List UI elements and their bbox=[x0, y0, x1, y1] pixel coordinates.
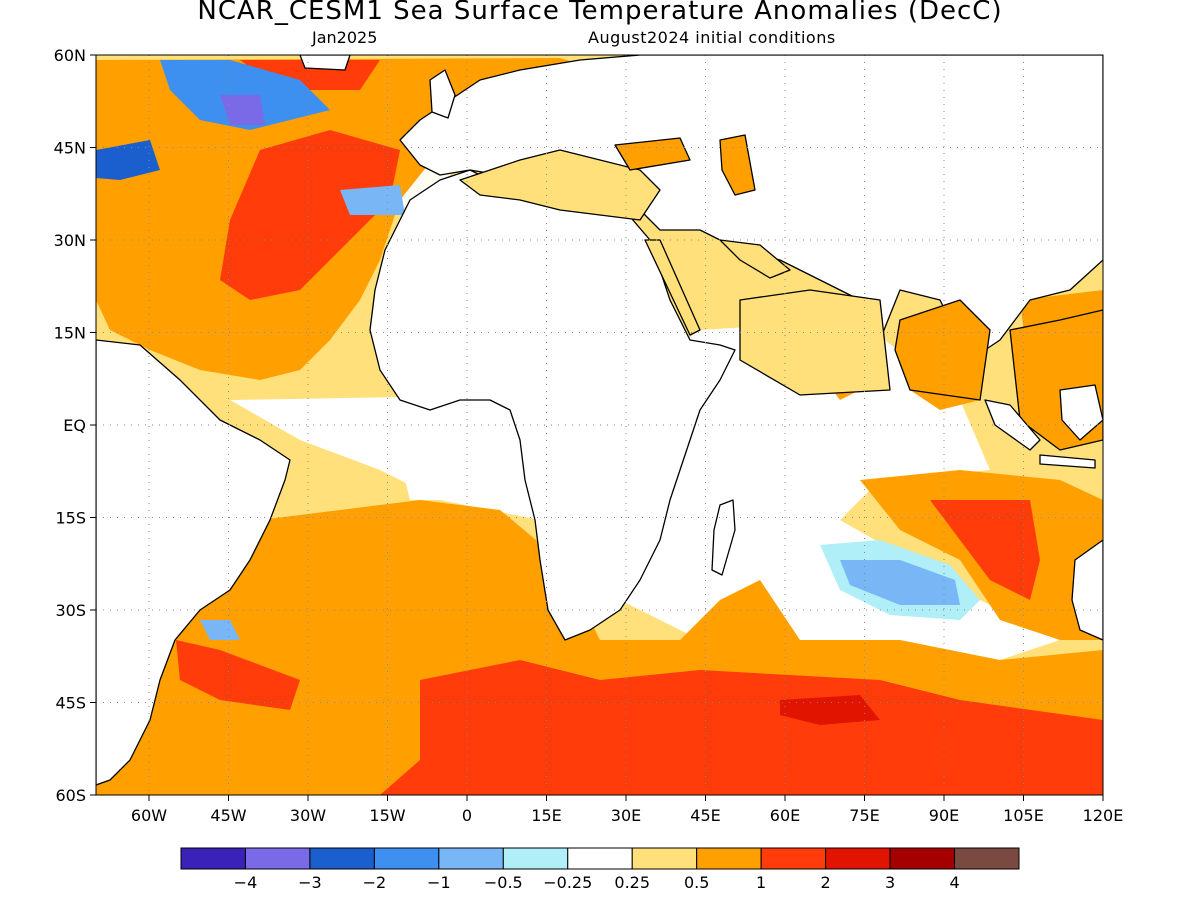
lon-tick-label: 0 bbox=[462, 806, 472, 825]
colorbar-swatch bbox=[954, 847, 1020, 870]
map-plot-area bbox=[96, 55, 1103, 795]
colorbar-label: −2 bbox=[363, 873, 387, 892]
latitude-axis: 60N 45N 30N 15N EQ 15S 30S 45S 60S bbox=[54, 46, 96, 805]
lat-tick-label: 60S bbox=[55, 786, 86, 805]
lat-tick-label: 45S bbox=[55, 694, 86, 713]
red-sea bbox=[644, 239, 701, 336]
lat-tick-label: EQ bbox=[63, 416, 86, 435]
lat-tick-label: 30N bbox=[54, 231, 86, 250]
lon-tick-label: 60E bbox=[770, 806, 800, 825]
colorbar-label: −3 bbox=[298, 873, 322, 892]
lon-tick-label: 30E bbox=[611, 806, 641, 825]
colorbar-swatch bbox=[631, 847, 698, 870]
lon-tick-label: 45E bbox=[690, 806, 720, 825]
lon-tick-label: 15E bbox=[531, 806, 561, 825]
colorbar-label: 2 bbox=[821, 873, 831, 892]
uk-landmass bbox=[429, 69, 456, 119]
colorbar-swatch bbox=[180, 847, 246, 870]
caspian-sea bbox=[719, 134, 756, 196]
colorbar-swatch bbox=[567, 847, 633, 870]
colorbar-swatch bbox=[438, 847, 504, 870]
madagascar-landmass bbox=[711, 499, 736, 576]
colorbar-label: 3 bbox=[885, 873, 895, 892]
colorbar-label: −0.25 bbox=[543, 873, 592, 892]
colorbar-label: 0.5 bbox=[684, 873, 709, 892]
colorbar-swatch bbox=[696, 847, 762, 870]
lat-tick-label: 60N bbox=[54, 46, 86, 65]
colorbar-swatch bbox=[502, 847, 569, 870]
lat-tick-label: 30S bbox=[55, 601, 86, 620]
coastlines bbox=[96, 55, 1103, 786]
initial-conditions-label: August2024 initial conditions bbox=[588, 28, 836, 47]
south-america-landmass bbox=[96, 339, 291, 786]
lon-tick-label: 120E bbox=[1083, 806, 1124, 825]
persian-gulf bbox=[719, 239, 791, 279]
lon-tick-label: 75E bbox=[849, 806, 879, 825]
longitude-axis: 60W 45W 30W 15W 0 15E 30E 45E 60E 75E 90E 105E 120E bbox=[131, 795, 1123, 825]
lon-tick-label: 105E bbox=[1003, 806, 1044, 825]
australia-landmass bbox=[1071, 539, 1103, 641]
colorbar-swatch bbox=[373, 847, 440, 870]
lon-tick-label: 60W bbox=[131, 806, 167, 825]
colorbar-swatch bbox=[825, 847, 891, 870]
colorbar-legend: −4 −3 −2 −1 −0.5 −0.25 0.25 0.5 1 2 3 4 bbox=[180, 847, 1020, 892]
lat-tick-label: 15S bbox=[55, 509, 86, 528]
colorbar-label: −4 bbox=[234, 873, 258, 892]
colorbar-swatch bbox=[244, 847, 311, 870]
colorbar-label: −0.5 bbox=[484, 873, 523, 892]
iceland-landmass bbox=[299, 55, 351, 71]
colorbar-label: 4 bbox=[949, 873, 959, 892]
arabian-sea bbox=[739, 289, 891, 396]
black-sea bbox=[614, 137, 691, 171]
mediterranean-sea bbox=[459, 149, 661, 221]
lon-tick-label: 15W bbox=[369, 806, 405, 825]
lon-tick-label: 45W bbox=[210, 806, 246, 825]
map-title: NCAR_CESM1 Sea Surface Temperature Anoma… bbox=[197, 0, 1003, 26]
colorbar-swatch bbox=[760, 847, 827, 870]
borneo-landmass bbox=[1059, 384, 1103, 441]
bay-of-bengal bbox=[894, 299, 991, 401]
colorbar-swatch bbox=[889, 847, 956, 870]
lon-tick-label: 30W bbox=[290, 806, 326, 825]
colorbar-label: 0.25 bbox=[614, 873, 650, 892]
lat-tick-label: 45N bbox=[54, 139, 86, 158]
sumatra-landmass bbox=[984, 399, 1041, 451]
graticule bbox=[96, 55, 1103, 795]
lat-tick-label: 15N bbox=[54, 324, 86, 343]
java-landmass bbox=[1039, 454, 1096, 469]
colorbar-swatch bbox=[309, 847, 375, 870]
forecast-month-label: Jan2025 bbox=[312, 28, 378, 47]
colorbar-label: 1 bbox=[756, 873, 766, 892]
lon-tick-label: 90E bbox=[929, 806, 959, 825]
colorbar-label: −1 bbox=[427, 873, 451, 892]
